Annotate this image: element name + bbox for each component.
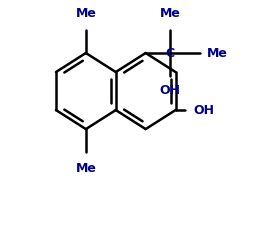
- Text: C: C: [166, 46, 175, 60]
- Text: OH: OH: [193, 103, 214, 117]
- Text: Me: Me: [207, 46, 228, 60]
- Text: OH: OH: [160, 84, 181, 97]
- Text: Me: Me: [75, 7, 96, 20]
- Text: Me: Me: [160, 7, 181, 20]
- Text: Me: Me: [75, 162, 96, 175]
